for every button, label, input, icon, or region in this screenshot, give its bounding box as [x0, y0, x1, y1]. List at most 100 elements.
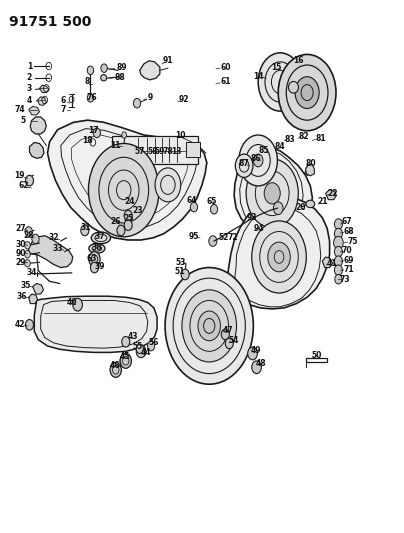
Text: 17: 17: [88, 126, 99, 135]
Text: 46: 46: [109, 361, 120, 369]
Circle shape: [252, 221, 306, 293]
Circle shape: [181, 269, 189, 280]
Text: 83: 83: [285, 135, 296, 144]
Polygon shape: [305, 165, 314, 176]
Text: 55: 55: [133, 342, 143, 351]
Circle shape: [25, 319, 34, 330]
Circle shape: [210, 205, 218, 214]
Circle shape: [136, 345, 146, 358]
Circle shape: [278, 54, 336, 131]
Text: 59: 59: [155, 148, 165, 157]
Text: 67: 67: [341, 217, 352, 227]
Text: 39: 39: [95, 262, 105, 271]
Text: 47: 47: [223, 326, 234, 335]
Text: 88: 88: [114, 72, 125, 82]
Text: 84: 84: [275, 142, 286, 151]
Circle shape: [90, 262, 99, 273]
Polygon shape: [29, 107, 40, 115]
Text: 27: 27: [15, 224, 26, 233]
Text: 23: 23: [133, 206, 143, 215]
Circle shape: [335, 228, 343, 239]
Polygon shape: [30, 117, 46, 134]
Text: 33: 33: [52, 244, 63, 253]
Circle shape: [88, 143, 159, 237]
Circle shape: [32, 234, 39, 244]
Circle shape: [335, 246, 343, 257]
Circle shape: [25, 251, 30, 258]
Polygon shape: [33, 284, 44, 294]
Text: 18: 18: [82, 136, 93, 145]
Circle shape: [93, 128, 101, 138]
Text: 45: 45: [120, 352, 130, 361]
Circle shape: [136, 344, 143, 353]
Text: 10: 10: [175, 131, 185, 140]
Text: 16: 16: [293, 56, 303, 65]
Circle shape: [235, 154, 253, 177]
Text: 69: 69: [343, 256, 354, 265]
Circle shape: [225, 338, 233, 349]
Text: 32: 32: [48, 233, 59, 243]
Circle shape: [120, 354, 130, 367]
Text: 5: 5: [21, 116, 26, 125]
Text: 38: 38: [92, 243, 102, 252]
Text: 43: 43: [128, 332, 138, 341]
Circle shape: [81, 225, 89, 236]
Text: 72: 72: [228, 233, 239, 243]
Circle shape: [239, 135, 278, 186]
Text: 63: 63: [86, 254, 97, 263]
Circle shape: [117, 225, 125, 236]
Text: 68: 68: [343, 227, 354, 236]
Text: 70: 70: [342, 246, 353, 255]
Text: 3: 3: [27, 84, 32, 93]
Ellipse shape: [91, 232, 111, 244]
Text: 61: 61: [221, 77, 231, 86]
Circle shape: [335, 274, 342, 284]
Circle shape: [25, 241, 30, 249]
Circle shape: [73, 298, 82, 311]
Circle shape: [124, 211, 132, 221]
Text: 21: 21: [317, 197, 328, 206]
Bar: [186, 142, 200, 157]
Ellipse shape: [288, 82, 299, 93]
Text: 54: 54: [228, 336, 238, 345]
Circle shape: [253, 154, 263, 167]
Circle shape: [295, 77, 319, 109]
Text: 30: 30: [15, 240, 26, 249]
Circle shape: [264, 183, 280, 204]
Circle shape: [248, 347, 257, 360]
Text: 95: 95: [189, 232, 199, 241]
Text: 80: 80: [305, 159, 316, 168]
Circle shape: [25, 227, 32, 236]
Text: 81: 81: [315, 134, 326, 143]
Circle shape: [133, 99, 141, 108]
Circle shape: [122, 336, 130, 347]
Circle shape: [25, 260, 30, 267]
Text: 4: 4: [27, 95, 32, 104]
Text: 73: 73: [339, 274, 350, 284]
Text: 25: 25: [124, 214, 134, 223]
Polygon shape: [29, 142, 44, 158]
Text: 87: 87: [239, 159, 250, 168]
Text: 93: 93: [247, 213, 257, 222]
Text: 22: 22: [327, 189, 338, 198]
Bar: [112, 136, 198, 164]
Polygon shape: [38, 97, 46, 106]
Circle shape: [89, 252, 100, 266]
Circle shape: [198, 311, 221, 341]
Text: 85: 85: [259, 147, 269, 156]
Text: 20: 20: [295, 203, 305, 212]
Text: 74: 74: [14, 105, 25, 114]
Text: 62: 62: [18, 181, 29, 190]
Text: 1: 1: [27, 62, 32, 70]
Circle shape: [87, 66, 94, 75]
Text: 91751 500: 91751 500: [9, 14, 92, 29]
Polygon shape: [326, 190, 337, 200]
Circle shape: [335, 219, 343, 229]
Text: 29: 29: [15, 258, 26, 266]
Circle shape: [120, 353, 131, 368]
Circle shape: [221, 329, 229, 340]
Text: 8: 8: [85, 77, 90, 86]
Circle shape: [25, 175, 34, 186]
Text: 86: 86: [251, 154, 261, 163]
Circle shape: [334, 236, 343, 249]
